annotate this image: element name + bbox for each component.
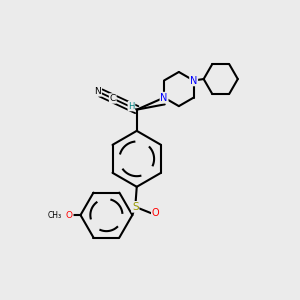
Text: S: S: [132, 202, 139, 212]
Text: C: C: [110, 94, 116, 103]
Text: N: N: [94, 87, 101, 96]
Text: N: N: [160, 93, 168, 103]
Text: H: H: [128, 102, 135, 111]
Text: O: O: [152, 208, 159, 218]
Text: CH₃: CH₃: [47, 211, 62, 220]
Text: O: O: [66, 211, 73, 220]
Text: N: N: [190, 76, 197, 85]
